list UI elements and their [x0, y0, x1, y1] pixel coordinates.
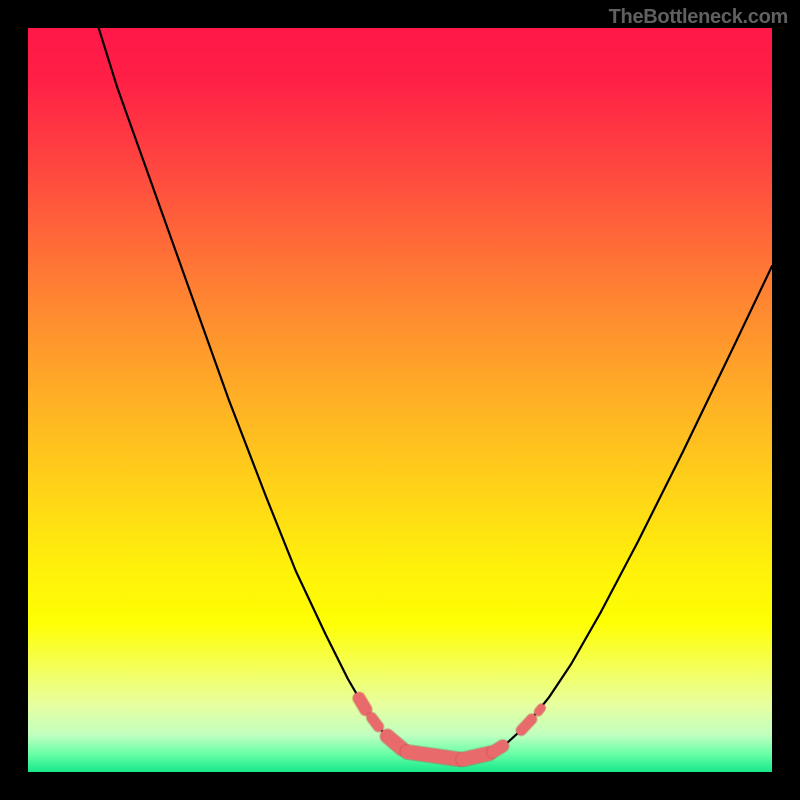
- marker-capsule: [372, 718, 379, 727]
- marker-capsule: [359, 698, 366, 709]
- plot-background: [28, 28, 772, 772]
- marker-capsule: [387, 736, 402, 749]
- chart-svg: [0, 0, 800, 800]
- marker-capsule: [493, 746, 503, 752]
- watermark-text: TheBottleneck.com: [609, 6, 788, 29]
- marker-capsule: [538, 708, 541, 712]
- bottleneck-chart: TheBottleneck.com: [0, 0, 800, 800]
- marker-capsule: [407, 752, 459, 759]
- marker-capsule: [463, 753, 489, 759]
